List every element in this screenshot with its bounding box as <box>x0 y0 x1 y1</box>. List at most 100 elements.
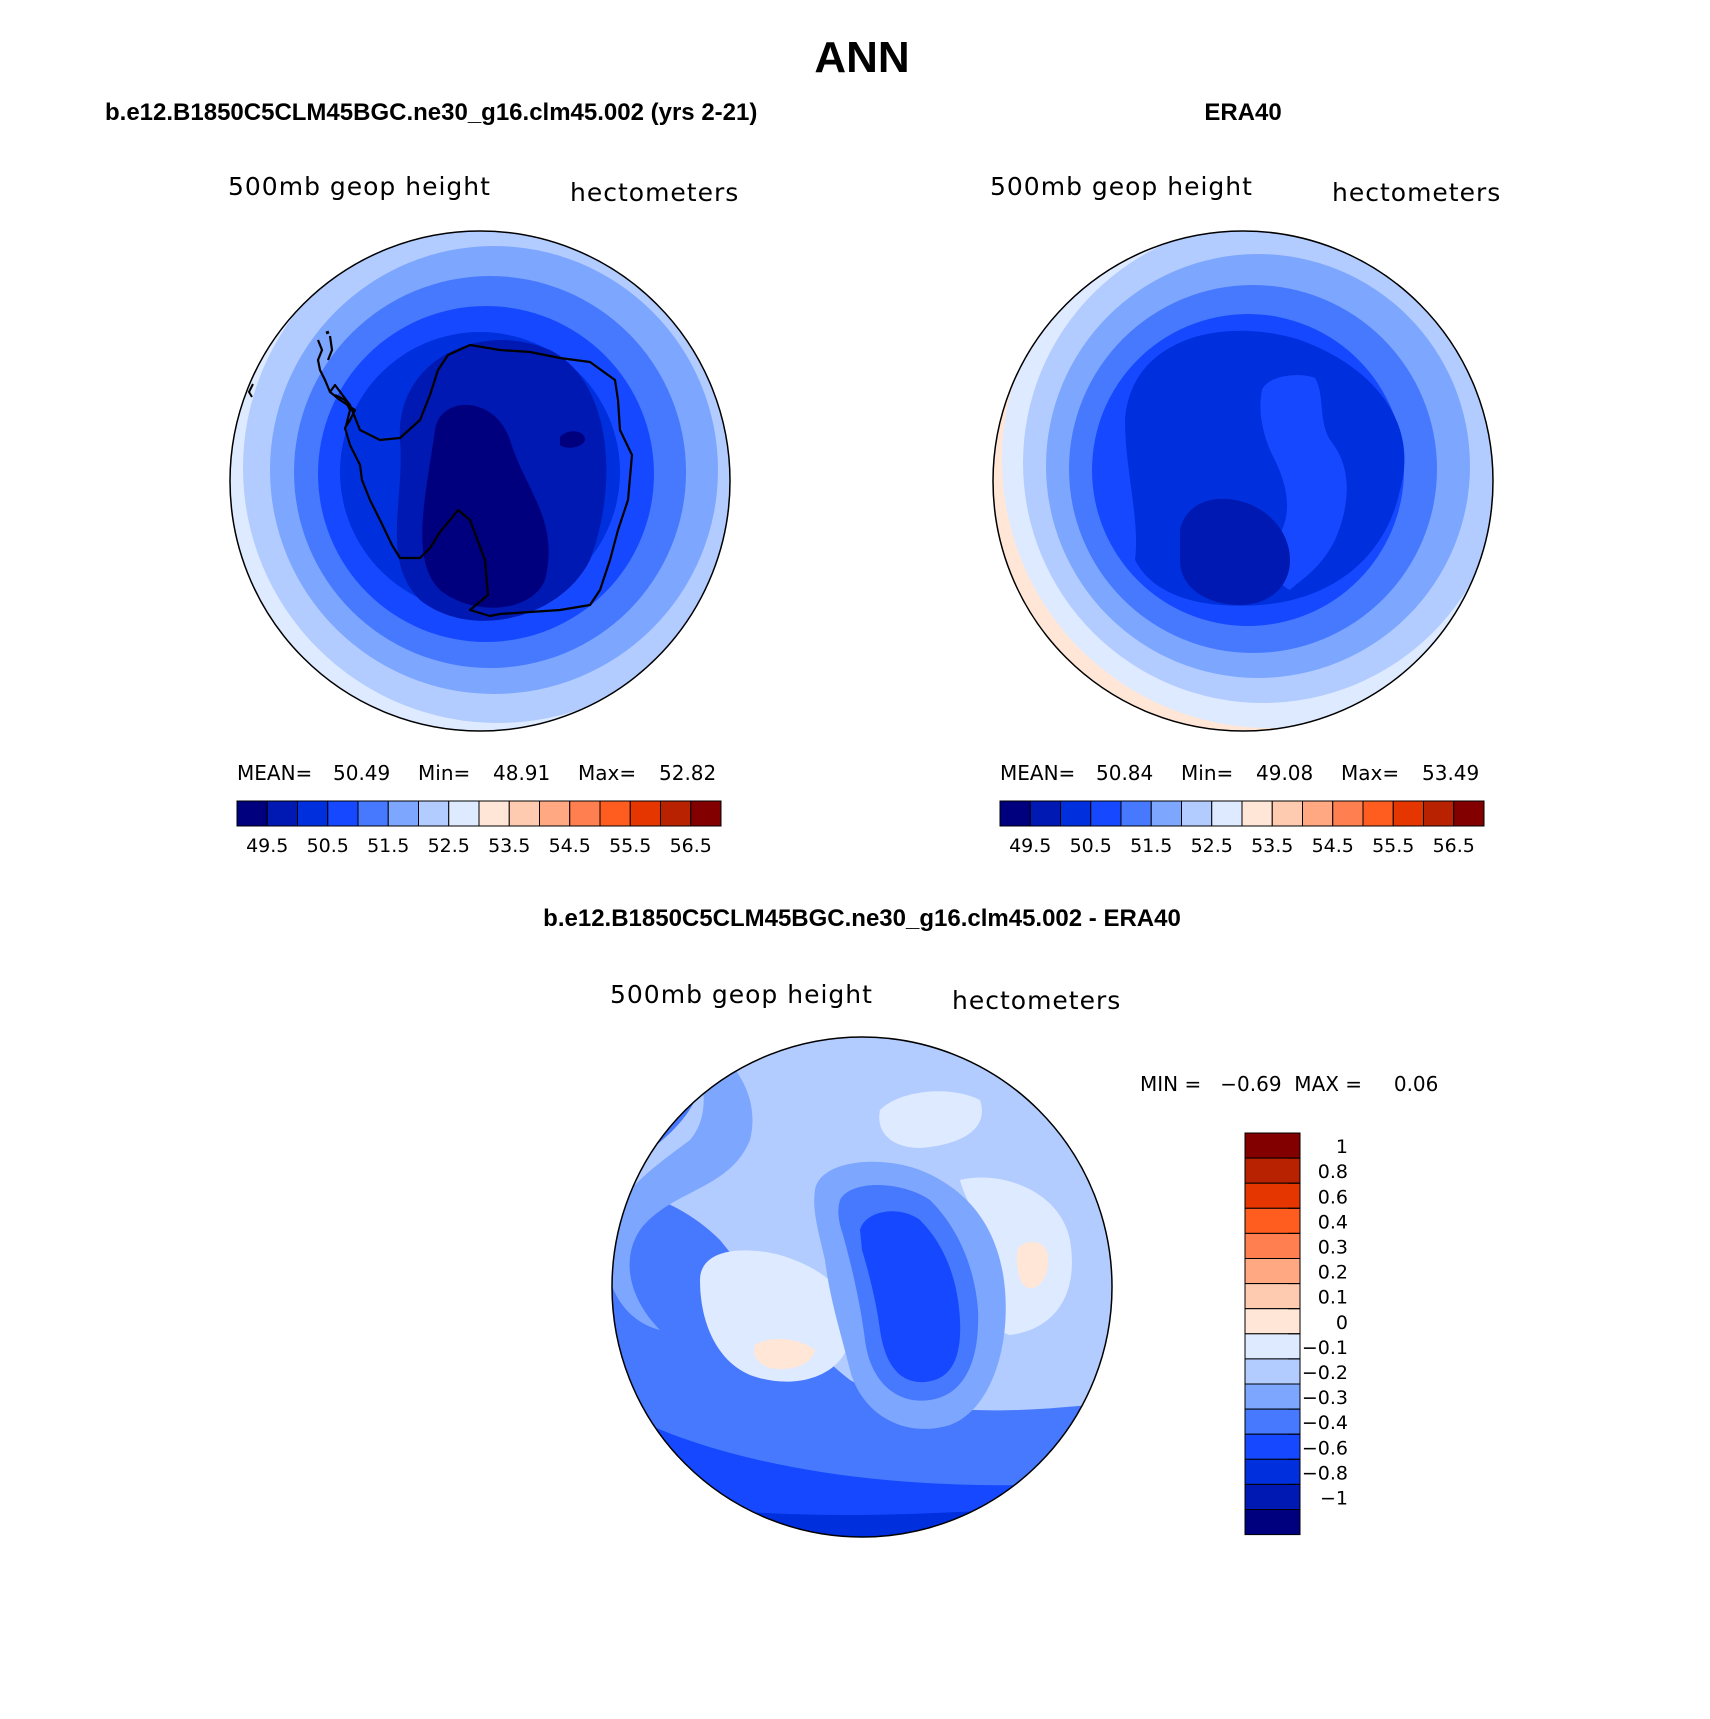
model-colorbar-tick-label: 49.5 <box>246 835 288 857</box>
panel-diff: b.e12.B1850C5CLM45BGC.ne30_g16.clm45.002… <box>543 905 1438 1538</box>
obs-colorbar-swatch-3 <box>1090 800 1122 827</box>
obs-colorbar-swatch-4 <box>1120 800 1152 827</box>
diff-colorbar-swatch-15 <box>1244 1509 1301 1536</box>
diff-colorbar-tick-label: 0.1 <box>1318 1287 1348 1309</box>
obs-colorbar-swatch-14 <box>1423 800 1455 827</box>
obs-colorbar-swatch-7 <box>1211 800 1243 827</box>
diff-colorbar-tick-label: 0.6 <box>1318 1186 1348 1208</box>
obs-colorbar-swatch-13 <box>1392 800 1424 827</box>
model-colorbar-tick-label: 50.5 <box>307 835 349 857</box>
obs-colorbar-tick-label: 56.5 <box>1433 835 1475 857</box>
obs-colorbar-tick-label: 50.5 <box>1070 835 1112 857</box>
diff-colorbar-tick-label: 0 <box>1336 1312 1348 1334</box>
panel-obs-colorbar: 49.5 50.5 51.5 52.5 53.5 54.5 55.5 56.5 <box>999 800 1485 857</box>
model-colorbar-swatch-0 <box>236 800 268 827</box>
panel-obs-min-value: 49.08 <box>1256 761 1313 785</box>
diff-colorbar-tick-label: −0.2 <box>1302 1362 1348 1384</box>
obs-colorbar-swatch-5 <box>1150 800 1182 827</box>
model-colorbar-swatch-14 <box>660 800 692 827</box>
diff-colorbar-swatch-14 <box>1244 1483 1301 1511</box>
diff-colorbar-tick-label: 0.3 <box>1318 1237 1348 1259</box>
diff-colorbar-swatch-9 <box>1244 1358 1301 1385</box>
panel-model-mean-value: 50.49 <box>333 761 390 785</box>
obs-colorbar-tick-label: 52.5 <box>1191 835 1233 857</box>
diff-colorbar-swatch-5 <box>1244 1258 1301 1285</box>
obs-colorbar-swatch-11 <box>1332 800 1364 827</box>
diff-colorbar-tick-label: 0.2 <box>1318 1262 1348 1284</box>
contour-level-49.25 <box>422 404 549 608</box>
panel-model-header: b.e12.B1850C5CLM45BGC.ne30_g16.clm45.002… <box>105 99 757 126</box>
model-colorbar-swatch-11 <box>569 800 601 827</box>
diff-colorbar-swatch-12 <box>1244 1433 1301 1460</box>
obs-colorbar-swatch-8 <box>1241 800 1273 827</box>
panel-obs: ERA40 500mb geop height hectometers MEAN… <box>990 99 1501 857</box>
panel-model-mean-label: MEAN= <box>237 761 312 785</box>
panel-diff-header: b.e12.B1850C5CLM45BGC.ne30_g16.clm45.002… <box>543 905 1181 932</box>
obs-colorbar-tick-label: 55.5 <box>1372 835 1414 857</box>
diff-colorbar-tick-label: −0.1 <box>1302 1337 1348 1359</box>
diff-colorbar-swatch-0 <box>1244 1132 1301 1159</box>
diff-colorbar-tick-label: −0.6 <box>1302 1437 1348 1459</box>
model-colorbar-swatch-6 <box>418 800 450 827</box>
diff-band--0.1-east <box>960 1177 1072 1335</box>
model-colorbar-tick-label: 56.5 <box>670 835 712 857</box>
diff-colorbar-swatch-6 <box>1244 1283 1301 1310</box>
diff-colorbar-swatch-13 <box>1244 1458 1301 1485</box>
obs-colorbar-swatch-12 <box>1362 800 1394 827</box>
model-colorbar-swatch-1 <box>266 800 298 827</box>
model-colorbar-swatch-15 <box>690 800 722 827</box>
diff-band--0.1-west <box>700 1250 852 1382</box>
diff-colorbar-swatch-8 <box>1244 1333 1301 1360</box>
panel-obs-max-label: Max= <box>1341 761 1399 785</box>
diff-colorbar-tick-label: −1 <box>1320 1488 1348 1510</box>
diff-colorbar-tick-label: −0.8 <box>1302 1462 1348 1484</box>
panel-obs-map-border <box>992 230 1494 732</box>
obs-colorbar-swatch-1 <box>1029 800 1061 827</box>
panel-model-coastline <box>247 330 634 618</box>
diff-band-0.05-east <box>1016 1241 1049 1289</box>
diff-colorbar-swatch-10 <box>1244 1383 1301 1410</box>
panel-obs-mean-value: 50.84 <box>1096 761 1153 785</box>
diff-colorbar-tick-label: −0.4 <box>1302 1412 1348 1434</box>
obs-colorbar-swatch-6 <box>1181 800 1213 827</box>
model-colorbar-tick-label: 52.5 <box>428 835 470 857</box>
panel-obs-header: ERA40 <box>1204 99 1281 126</box>
contour-level-49.75 <box>1180 498 1290 605</box>
model-colorbar-swatch-7 <box>448 800 480 827</box>
panel-diff-colorbar: 1 0.8 0.6 0.4 0.3 0.2 0.1 0 −0.1 −0.2 −0.3 −0.4 −0.6… <box>1244 1132 1348 1536</box>
panel-diff-units-label: hectometers <box>952 986 1121 1015</box>
diff-band--0.3-west <box>612 1037 753 1330</box>
panel-model-max-label: Max= <box>578 761 636 785</box>
model-colorbar-swatch-9 <box>508 800 540 827</box>
panel-obs-map <box>993 231 1493 731</box>
diff-colorbar-tick-label: 0.4 <box>1318 1211 1348 1233</box>
diff-band--0.6-interior <box>860 1211 961 1383</box>
diff-colorbar-tick-label: 1 <box>1336 1136 1348 1158</box>
panel-obs-units-label: hectometers <box>1332 178 1501 207</box>
panel-obs-max-value: 53.49 <box>1422 761 1479 785</box>
panel-model-min-value: 48.91 <box>493 761 550 785</box>
panel-diff-map-border <box>611 1036 1113 1538</box>
diff-colorbar-tick-label: −0.3 <box>1302 1387 1348 1409</box>
panel-obs-variable-label: 500mb geop height <box>990 172 1253 201</box>
panel-model-variable-label: 500mb geop height <box>228 172 491 201</box>
panel-diff-minmax: MIN = −0.69 MAX = 0.06 <box>1140 1072 1438 1096</box>
diff-colorbar-swatch-3 <box>1244 1207 1301 1234</box>
panel-model-min-label: Min= <box>418 761 470 785</box>
diff-colorbar-swatch-1 <box>1244 1157 1301 1184</box>
diff-colorbar-swatch-2 <box>1244 1182 1301 1209</box>
obs-colorbar-swatch-9 <box>1271 800 1303 827</box>
model-colorbar-swatch-3 <box>327 800 359 827</box>
panel-obs-mean-label: MEAN= <box>1000 761 1075 785</box>
panel-model-units-label: hectometers <box>570 178 739 207</box>
obs-colorbar-swatch-10 <box>1302 800 1334 827</box>
diff-band-0.05-west <box>754 1338 815 1370</box>
model-colorbar-tick-label: 51.5 <box>367 835 409 857</box>
model-colorbar-swatch-8 <box>478 800 510 827</box>
model-colorbar-swatch-13 <box>629 800 661 827</box>
model-colorbar-swatch-4 <box>357 800 389 827</box>
panel-model-max-value: 52.82 <box>659 761 716 785</box>
model-colorbar-swatch-2 <box>297 800 329 827</box>
obs-colorbar-tick-label: 51.5 <box>1130 835 1172 857</box>
